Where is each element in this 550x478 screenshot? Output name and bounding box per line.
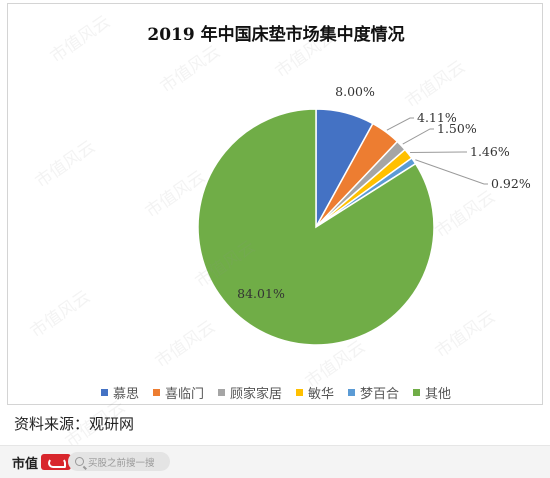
pie-chart: 8.00% 4.11%1.50% 1.46% 0.92% 84.01%: [197, 84, 531, 346]
legend-item-2: 喜临门: [152, 383, 204, 402]
legend-swatch-4: [296, 389, 303, 396]
brand-mark-icon: [41, 454, 72, 470]
brand-text: 市值: [12, 456, 39, 472]
legend-label-3: 顾家家居: [229, 387, 282, 402]
data-label-2: 4.11%: [417, 110, 457, 125]
chart-frame: 2019 年中国床垫市场集中度情况 8.00% 4.11% 1.50% 1.46% 0.…: [7, 3, 543, 405]
leader-line-4: [410, 151, 467, 154]
data-label-1: 8.00%: [335, 84, 375, 99]
legend-item-5: 梦百合: [348, 383, 399, 402]
data-label-5: 0.92%: [491, 176, 531, 191]
legend-swatch-2: [152, 389, 160, 396]
legend-item-6: 其他: [413, 383, 451, 402]
legend-item-4: 敏华: [296, 383, 334, 402]
legend-label-2: 喜临门: [164, 387, 204, 402]
search-placeholder: 买股之前搜一搜: [88, 457, 155, 469]
brand-logo[interactable]: 市值: [12, 453, 72, 472]
legend-label-1: 慕思: [112, 387, 139, 402]
data-label-6: 84.01%: [237, 286, 285, 301]
pie-slice-6: [197, 108, 435, 346]
legend-label-6: 其他: [425, 387, 452, 402]
source-note: 资料来源：观研网: [14, 415, 135, 433]
chart-title: 2019 年中国床垫市场集中度情况: [147, 25, 405, 45]
data-label-4: 1.46%: [470, 144, 510, 159]
legend-label-5: 梦百合: [360, 387, 400, 402]
leader-line-5: [415, 159, 488, 185]
search-icon: [75, 457, 84, 466]
data-label-3: 1.50%: [437, 121, 477, 136]
leader-line-3: [402, 128, 434, 145]
leader-line-2: [386, 117, 414, 131]
legend-item-3: 顾家家居: [217, 383, 282, 402]
legend-swatch-5: [348, 389, 356, 396]
legend-swatch-1: [100, 389, 108, 396]
search-input[interactable]: 买股之前搜一搜: [68, 452, 170, 471]
legend-swatch-6: [413, 389, 421, 396]
legend-item-1: 慕思: [100, 383, 139, 402]
footer-bar: 市值 买股之前搜一搜: [0, 445, 550, 478]
legend-swatch-3: [217, 389, 225, 396]
legend-label-4: 敏华: [308, 387, 335, 402]
legend: 慕思 喜临门 顾家家居 敏华 梦百合 其他: [8, 383, 544, 402]
